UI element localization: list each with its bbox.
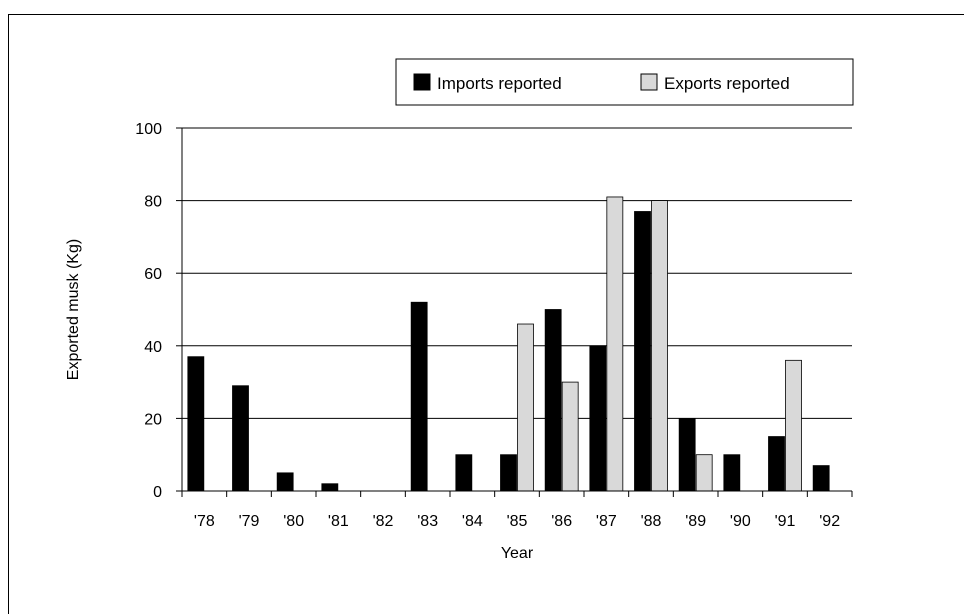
bar-imports xyxy=(455,454,473,492)
bar-exports xyxy=(695,454,713,492)
y-tick-label: 40 xyxy=(144,339,162,356)
x-tick-label: '91 xyxy=(775,513,796,530)
y-tick-labels: 0 20 40 60 80 100 xyxy=(135,121,162,501)
x-tick-label: '85 xyxy=(507,513,528,530)
y-tick-label: 60 xyxy=(144,266,162,283)
x-tick-label: '87 xyxy=(596,513,617,530)
bar-imports xyxy=(187,356,205,492)
bar-imports xyxy=(232,385,249,492)
x-tick-label: '80 xyxy=(283,513,304,530)
x-tick-label: '79 xyxy=(239,513,260,530)
legend-swatch-imports xyxy=(413,73,431,91)
bar-imports xyxy=(276,472,294,492)
x-tick-label: '88 xyxy=(641,513,662,530)
bar-imports xyxy=(410,301,428,492)
x-tick-label: '82 xyxy=(373,513,394,530)
legend-box xyxy=(395,58,854,106)
legend: Imports reported Exports reported xyxy=(395,58,854,106)
bar-imports xyxy=(544,309,562,492)
legend-label-exports: Exports reported xyxy=(664,74,790,93)
bar-exports xyxy=(785,359,802,492)
bar-chart: 0 20 40 60 80 100 '78 '79 '80 '81 '82 '83 '84 '85 '86… xyxy=(65,58,854,562)
bar-imports xyxy=(812,465,830,492)
legend-label-imports: Imports reported xyxy=(437,74,562,93)
y-tick-label: 20 xyxy=(144,411,162,428)
axes xyxy=(176,127,853,497)
bar-exports xyxy=(517,323,534,492)
x-tick-label: '83 xyxy=(417,513,438,530)
x-axis-title: Year xyxy=(501,545,534,562)
bar-imports xyxy=(723,454,741,492)
chart-frame xyxy=(8,14,964,614)
x-tick-labels: '78 '79 '80 '81 '82 '83 '84 '85 '86 '87 '88 '89 '90 '… xyxy=(194,513,840,530)
y-axis-title: Exported musk (Kg) xyxy=(65,239,82,380)
bar-imports xyxy=(678,417,696,492)
x-tick-label: '81 xyxy=(328,513,349,530)
bar-imports xyxy=(500,454,517,492)
bar-exports xyxy=(561,381,579,492)
x-tick-label: '90 xyxy=(730,513,751,530)
bars xyxy=(187,196,830,492)
x-tick-label: '78 xyxy=(194,513,215,530)
y-tick-label: 80 xyxy=(144,194,162,211)
x-tick-label: '86 xyxy=(551,513,572,530)
y-tick-label: 0 xyxy=(153,484,162,501)
gridlines xyxy=(182,127,852,419)
x-tick-label: '84 xyxy=(462,513,483,530)
bar-imports xyxy=(768,436,785,492)
legend-swatch-exports xyxy=(640,73,658,91)
bar-exports xyxy=(651,200,668,492)
x-tick-label: '89 xyxy=(685,513,706,530)
bar-imports xyxy=(589,345,607,492)
x-tick-label: '92 xyxy=(819,513,840,530)
y-tick-label: 100 xyxy=(135,121,162,138)
bar-exports xyxy=(606,196,624,492)
bar-imports xyxy=(321,483,339,492)
bar-imports xyxy=(634,211,651,492)
